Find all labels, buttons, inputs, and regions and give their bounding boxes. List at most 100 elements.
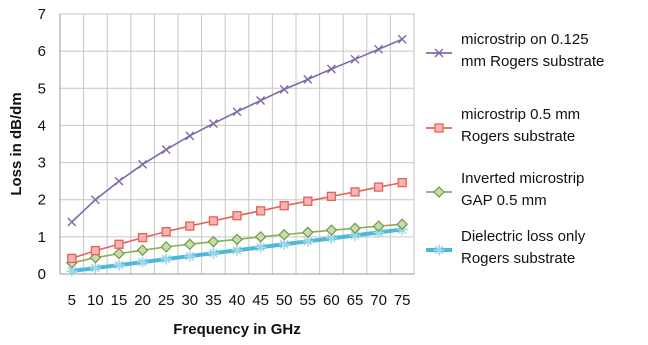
star-marker [278,238,290,250]
legend-entry-4: Dielectric loss only Rogers substrate [426,228,586,267]
legend-label: microstrip 0.5 mm [461,106,580,123]
x-tick-label: 35 [205,292,222,309]
diamond-marker [136,244,149,257]
square-marker [397,177,407,188]
x-marker [232,107,242,117]
square-marker [137,232,148,243]
square-marker [373,182,384,192]
x-marker [208,119,218,129]
legend-entry-1: microstrip on 0.125 mm Rogers substrate [426,31,604,70]
x-marker [138,159,148,169]
square-marker [303,196,313,206]
y-tick-label: 0 [38,266,46,283]
legend-label: Dielectric loss only [461,228,586,245]
x-tick-label: 15 [111,292,128,309]
series-2 [67,177,407,264]
legend-entry-3: Inverted microstrip GAP 0.5 mm [426,170,584,209]
plot-series [65,34,409,277]
star-marker [373,226,385,238]
square-marker [434,123,444,133]
star-marker [325,232,337,244]
x-axis-title: Frequency in GHz [173,321,301,338]
square-marker [255,206,266,216]
x-marker [279,84,289,94]
star-marker [113,259,125,271]
x-tick-label: 10 [87,292,104,309]
diamond-marker [301,226,314,239]
x-tick-label: 20 [134,292,151,309]
star-marker [302,235,314,247]
x-tick-label: 45 [252,292,269,309]
square-marker [67,253,77,264]
diamond-marker [372,220,385,232]
legend-label: microstrip on 0.125 [461,31,589,48]
diamond-marker [89,251,102,264]
square-marker [90,245,101,256]
y-tick-label: 1 [38,229,46,246]
x-marker [185,131,195,141]
y-tick-label: 3 [38,155,46,172]
x-tick-label: 75 [394,292,411,309]
square-marker [232,211,242,221]
star-marker [184,250,196,262]
x-marker [397,34,407,44]
legend-entry-2: microstrip 0.5 mm Rogers substrate [426,106,580,145]
x-tick-label: 5 [68,292,76,309]
x-marker [374,44,384,54]
star-marker [207,247,219,259]
diamond-marker [231,233,243,246]
star-marker [89,262,101,274]
star-marker [349,229,361,241]
diamond-marker [433,186,445,198]
x-tick-label: 65 [347,292,364,309]
diamond-marker [349,222,361,235]
x-marker [67,217,77,227]
star-marker [160,253,172,265]
diamond-marker [113,247,125,260]
diamond-marker [278,228,291,241]
x-tick-label: 30 [181,292,198,309]
square-marker [114,239,124,249]
x-tick-label: 55 [299,292,316,309]
x-marker [303,74,313,84]
y-tick-label: 2 [38,192,46,209]
square-marker [161,227,171,237]
legend-label: GAP 0.5 mm [461,192,547,209]
star-marker [255,241,267,253]
x-tick-label: 25 [158,292,175,309]
x-marker [90,195,100,205]
legend-label: mm Rogers substrate [461,53,604,70]
y-tick-label: 7 [38,6,46,23]
diamond-marker [183,238,196,251]
square-marker [350,187,360,197]
y-axis-title: Loss in dB/dm [8,92,25,195]
x-marker [114,176,124,186]
x-tick-label: 50 [276,292,293,309]
y-tick-label: 4 [38,117,46,134]
diamond-marker [396,218,409,231]
legend-label: Rogers substrate [461,128,575,145]
x-marker [256,96,266,106]
legend-label: Rogers substrate [461,250,575,267]
x-tick-label: 60 [323,292,340,309]
legend-label: Inverted microstrip [461,170,584,187]
x-marker [326,64,336,74]
star-marker [66,265,78,277]
square-marker [279,201,289,211]
diamond-marker [207,235,220,248]
x-tick-label: 70 [370,292,387,309]
x-marker [161,145,171,155]
y-tick-label: 6 [38,43,46,60]
star-marker [137,256,149,268]
series-1 [67,34,407,227]
square-marker [208,216,219,226]
x-tick-label: 40 [229,292,246,309]
series-3 [65,218,409,269]
star-marker [433,244,445,256]
square-marker [185,221,195,231]
diamond-marker [325,224,338,237]
y-tick-label: 5 [38,80,46,97]
